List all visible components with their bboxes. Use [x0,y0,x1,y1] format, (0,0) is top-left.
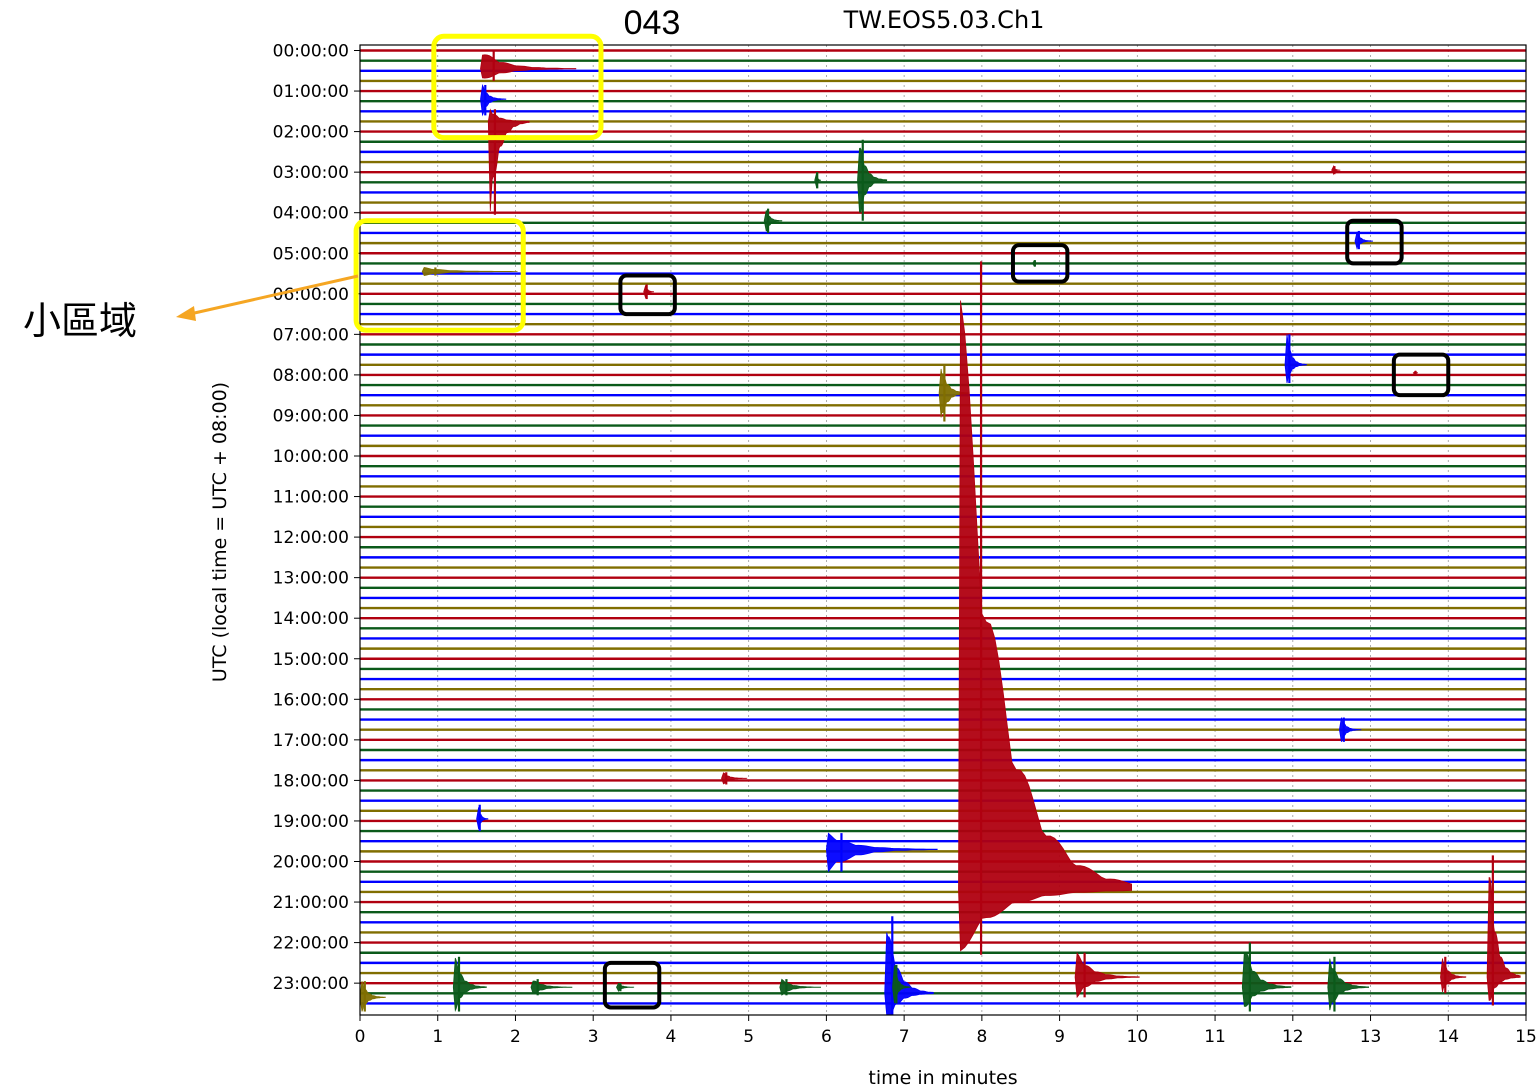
y-tick-label-15: 15:00:00 [273,650,349,670]
y-tick-label-8: 08:00:00 [273,366,349,386]
y-axis: 00:00:00 01:00:00 02:00:00 03:00:00 04:00:00… [273,42,360,994]
y-tick-label-9: 09:00:00 [273,406,349,426]
seismic-event-30 [359,981,386,1012]
region-label: 小區域 [23,299,137,343]
marker-box-0 [618,273,677,317]
plot-frame [359,44,1527,1016]
seismic-event-3 [857,147,888,213]
y-axis-label: UTC (local time = UTC + 08:00) [209,382,231,682]
y-tick-label-3: 03:00:00 [273,163,349,183]
y-tick-label-10: 10:00:00 [273,447,349,467]
seismic-event-24 [779,978,821,996]
region-arrow [176,274,359,321]
y-tick-label-13: 13:00:00 [273,569,349,589]
x-tick-label-1: 1 [432,1027,443,1047]
seismic-event-25 [1241,951,1292,1007]
arrow-line [189,274,359,316]
y-tick-label-1: 01:00:00 [273,82,349,102]
x-tick-label-13: 13 [1360,1027,1382,1047]
marker-box-4 [602,960,662,1010]
marker-box-1 [1010,243,1070,284]
seismic-event-17 [825,832,938,873]
seismic-event-27 [1074,951,1140,999]
figure-number: 043 [624,4,681,42]
seismic-event-28 [1486,877,1521,1001]
x-tick-label-6: 6 [821,1027,832,1047]
y-tick-label-0: 00:00:00 [273,42,349,62]
seismogram-traces [360,49,1526,1005]
seismic-event-8 [421,267,518,276]
x-tick-label-9: 9 [1054,1027,1065,1047]
y-tick-label-4: 04:00:00 [273,204,349,224]
y-tick-label-19: 19:00:00 [273,812,349,832]
plot-area [359,44,1527,1016]
x-tick-label-3: 3 [588,1027,599,1047]
y-tick-label-5: 05:00:00 [273,244,349,264]
y-tick-label-21: 21:00:00 [273,893,349,913]
y-tick-label-2: 02:00:00 [273,123,349,143]
chart-title: TW.EOS5.03.Ch1 [843,6,1045,34]
seismic-event-0 [480,54,577,79]
plot-background [360,45,1526,1015]
seismic-events [359,50,1521,1016]
y-tick-label-17: 17:00:00 [273,731,349,751]
seismic-event-2 [480,83,507,117]
x-tick-label-4: 4 [666,1027,677,1047]
x-tick-label-11: 11 [1204,1027,1226,1047]
x-tick-label-12: 12 [1282,1027,1304,1047]
y-tick-label-23: 23:00:00 [273,974,349,994]
seismic-event-18 [958,300,1132,952]
x-tick-label-0: 0 [355,1027,366,1047]
y-tick-label-14: 14:00:00 [273,609,349,629]
y-tick-label-12: 12:00:00 [273,528,349,548]
seismic-event-26 [1327,958,1369,1011]
x-tick-label-8: 8 [976,1027,987,1047]
seismic-event-6 [763,210,783,232]
y-tick-label-20: 20:00:00 [273,853,349,873]
y-tick-label-7: 07:00:00 [273,325,349,345]
seismic-event-22 [530,980,573,994]
x-axis: 0 1 2 3 4 5 6 7 8 9 10 11 12 13 14 15 [355,1015,1537,1047]
y-tick-label-22: 22:00:00 [273,934,349,954]
seismic-event-14 [1338,717,1362,742]
y-tick-label-18: 18:00:00 [273,771,349,791]
y-tick-label-16: 16:00:00 [273,690,349,710]
seismic-event-29 [1440,958,1467,992]
x-tick-label-14: 14 [1437,1027,1459,1047]
seismic-event-15 [721,772,748,785]
x-axis-label: time in minutes [868,1067,1017,1089]
highlight-box-0 [431,33,604,141]
x-tick-label-15: 15 [1515,1027,1537,1047]
y-tick-label-11: 11:00:00 [273,488,349,508]
marker-box-2 [1345,218,1404,266]
x-tick-label-7: 7 [899,1027,910,1047]
x-tick-label-2: 2 [510,1027,521,1047]
arrow-head [176,306,196,321]
marker-box-3 [1391,352,1451,398]
seismic-event-1 [487,108,530,212]
x-tick-label-10: 10 [1127,1027,1149,1047]
x-tick-label-5: 5 [743,1027,754,1047]
